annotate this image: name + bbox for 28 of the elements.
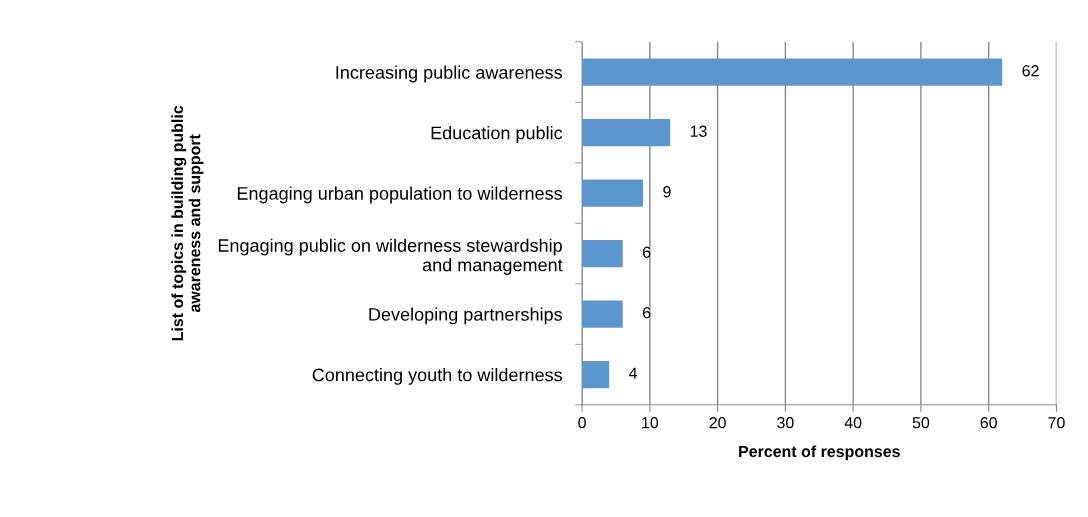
y-tick-label: Engaging urban population to wilderness xyxy=(237,186,563,204)
x-tick-label: 60 xyxy=(980,417,997,429)
y-tick-label: Engaging public on wilderness stewardship and management xyxy=(218,238,563,275)
data-label: 13 xyxy=(690,125,707,137)
bar xyxy=(582,58,1003,86)
bar xyxy=(582,239,623,268)
x-axis-title: Percent of responses xyxy=(739,445,900,461)
x-tick-label: 30 xyxy=(777,417,794,429)
y-tick-label: Connecting youth to wilderness xyxy=(312,368,562,385)
data-label: 4 xyxy=(629,367,638,379)
x-tick-label: 0 xyxy=(578,417,586,429)
x-tick-label: 10 xyxy=(642,417,659,429)
bar xyxy=(582,179,644,207)
y-axis-title: List of topics in building public awareness and support xyxy=(171,105,204,341)
data-label: 6 xyxy=(643,246,651,258)
bar xyxy=(582,300,623,328)
y-tick-label: Education public xyxy=(431,126,563,143)
data-label: 62 xyxy=(1022,65,1039,77)
y-tick-label: Increasing public awareness xyxy=(336,65,562,83)
x-tick-label: 50 xyxy=(912,417,930,429)
y-tick-label: Developing partnerships xyxy=(369,307,562,325)
bar xyxy=(582,360,610,389)
x-tick-label: 70 xyxy=(1048,417,1065,429)
data-label: 6 xyxy=(643,307,651,319)
data-label: 9 xyxy=(663,186,671,198)
x-tick-label: 20 xyxy=(709,417,726,429)
x-tick-label: 40 xyxy=(844,417,862,429)
bar xyxy=(582,119,671,147)
